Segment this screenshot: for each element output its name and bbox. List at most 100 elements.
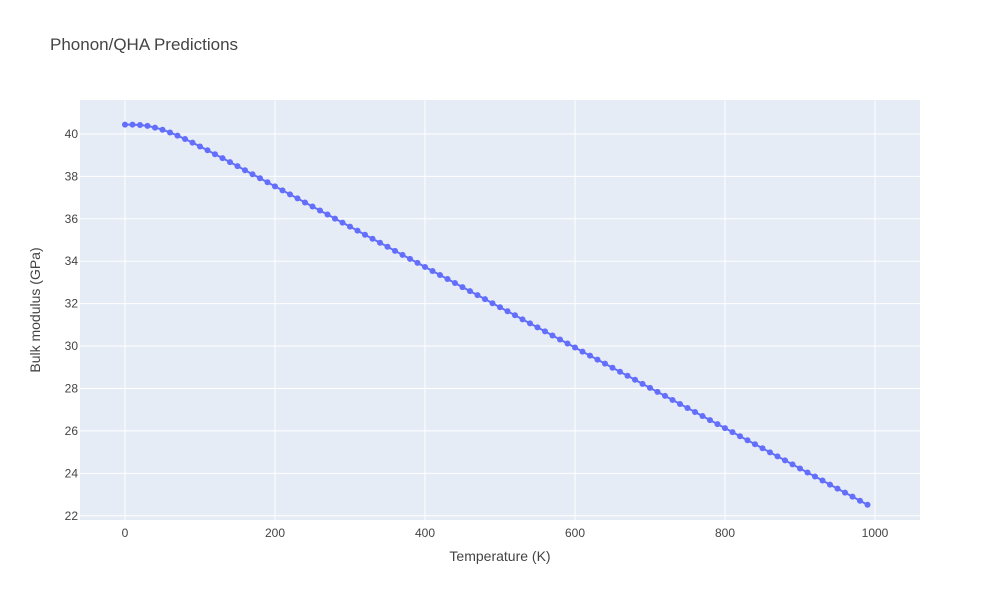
data-point[interactable] <box>422 263 428 270</box>
data-point[interactable] <box>534 324 541 331</box>
data-point[interactable] <box>549 332 556 339</box>
data-point[interactable] <box>624 372 631 379</box>
data-point[interactable] <box>144 122 151 129</box>
data-point[interactable] <box>122 121 128 128</box>
data-point[interactable] <box>767 449 773 456</box>
data-point[interactable] <box>129 121 136 128</box>
data-point[interactable] <box>722 425 728 432</box>
data-point[interactable] <box>572 344 578 351</box>
data-point[interactable] <box>662 392 668 399</box>
data-point[interactable] <box>354 227 361 234</box>
data-point[interactable] <box>587 352 593 359</box>
data-point[interactable] <box>204 147 211 154</box>
data-point[interactable] <box>452 280 458 287</box>
data-point[interactable] <box>287 191 293 198</box>
data-point[interactable] <box>812 473 818 480</box>
data-point[interactable] <box>189 139 196 146</box>
data-point[interactable] <box>692 409 698 416</box>
data-point[interactable] <box>782 457 788 464</box>
data-point[interactable] <box>639 380 646 387</box>
data-point[interactable] <box>804 469 811 476</box>
data-point[interactable] <box>257 175 263 182</box>
data-point[interactable] <box>437 272 443 278</box>
data-point[interactable] <box>362 231 368 238</box>
data-point[interactable] <box>264 179 271 186</box>
data-point[interactable] <box>407 255 413 262</box>
data-point[interactable] <box>309 203 316 210</box>
data-point[interactable] <box>579 348 586 355</box>
data-point[interactable] <box>467 288 473 295</box>
data-point[interactable] <box>317 207 323 214</box>
data-point[interactable] <box>737 433 743 440</box>
data-point[interactable] <box>399 251 406 258</box>
data-point[interactable] <box>489 300 496 307</box>
data-point[interactable] <box>684 405 691 411</box>
data-point[interactable] <box>339 219 346 226</box>
data-point[interactable] <box>632 376 638 383</box>
data-point[interactable] <box>212 151 218 158</box>
data-point[interactable] <box>827 481 833 488</box>
data-point[interactable] <box>377 239 383 246</box>
data-point[interactable] <box>564 340 571 347</box>
data-point[interactable] <box>744 437 751 444</box>
data-point[interactable] <box>167 129 173 136</box>
data-point[interactable] <box>512 312 518 319</box>
data-point[interactable] <box>789 461 796 468</box>
data-point[interactable] <box>369 235 376 242</box>
data-point[interactable] <box>474 292 481 299</box>
data-point[interactable] <box>347 223 353 230</box>
data-point[interactable] <box>392 247 398 254</box>
data-point[interactable] <box>774 453 781 460</box>
data-point[interactable] <box>842 489 848 496</box>
data-point[interactable] <box>174 132 181 139</box>
data-point[interactable] <box>332 215 338 222</box>
data-point[interactable] <box>249 171 256 178</box>
data-point[interactable] <box>647 384 653 391</box>
data-point[interactable] <box>864 501 871 508</box>
data-point[interactable] <box>797 465 803 472</box>
data-point[interactable] <box>759 445 766 452</box>
data-point[interactable] <box>497 304 503 311</box>
data-point[interactable] <box>159 126 166 133</box>
data-point[interactable] <box>677 400 683 407</box>
data-point[interactable] <box>294 195 301 202</box>
data-point[interactable] <box>482 296 488 303</box>
data-point[interactable] <box>669 396 676 403</box>
data-point[interactable] <box>234 163 241 170</box>
data-point[interactable] <box>242 167 248 174</box>
data-point[interactable] <box>182 136 188 143</box>
data-point[interactable] <box>819 477 826 484</box>
data-point[interactable] <box>504 308 511 315</box>
data-point[interactable] <box>324 211 331 218</box>
data-point[interactable] <box>137 122 143 129</box>
data-point[interactable] <box>834 485 841 492</box>
data-point[interactable] <box>414 259 421 266</box>
data-point[interactable] <box>714 421 721 428</box>
data-point[interactable] <box>729 429 736 436</box>
data-point[interactable] <box>444 276 451 283</box>
data-point[interactable] <box>542 328 548 335</box>
data-point[interactable] <box>429 267 436 274</box>
data-point[interactable] <box>279 187 286 194</box>
data-point[interactable] <box>752 441 758 448</box>
data-point[interactable] <box>459 284 466 291</box>
data-point[interactable] <box>594 356 601 363</box>
data-point[interactable] <box>707 417 713 424</box>
data-point[interactable] <box>152 124 158 131</box>
data-point[interactable] <box>227 159 233 166</box>
data-point[interactable] <box>219 155 226 162</box>
data-point[interactable] <box>617 368 623 375</box>
data-point[interactable] <box>602 360 608 367</box>
data-point[interactable] <box>654 388 661 395</box>
data-point[interactable] <box>557 336 563 343</box>
data-point[interactable] <box>699 413 706 420</box>
data-point[interactable] <box>302 199 308 206</box>
data-point[interactable] <box>527 320 533 327</box>
data-point[interactable] <box>519 316 526 323</box>
data-point[interactable] <box>609 364 616 371</box>
data-point[interactable] <box>197 143 203 150</box>
data-point[interactable] <box>849 493 856 500</box>
data-point[interactable] <box>272 183 278 190</box>
data-point[interactable] <box>384 243 391 250</box>
data-point[interactable] <box>857 497 863 504</box>
